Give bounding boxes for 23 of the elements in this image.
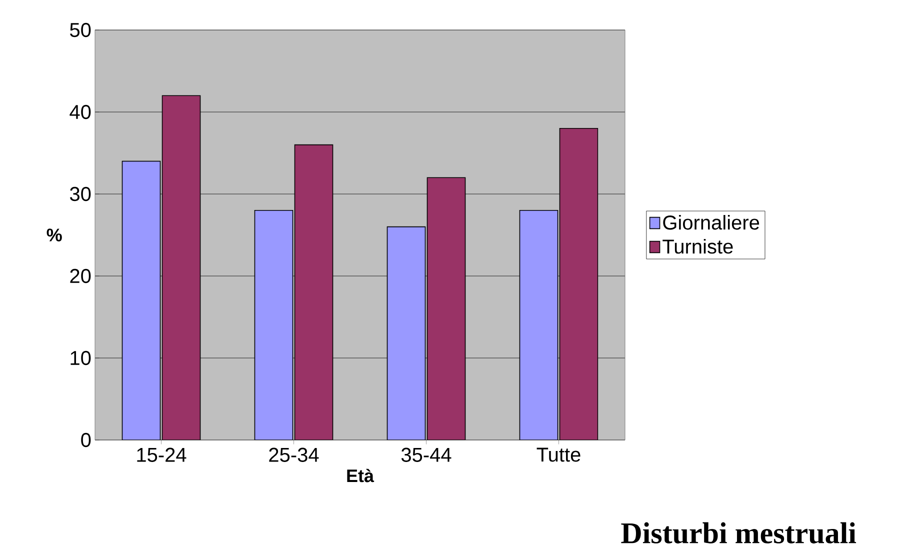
bar (559, 128, 598, 440)
bar (386, 226, 426, 440)
y-tick-label: 0 (81, 432, 91, 448)
bar (426, 177, 466, 440)
x-tick-label: 35-44 (401, 448, 452, 462)
bar (294, 144, 334, 440)
x-tick-label: 25-34 (269, 448, 319, 462)
legend-label: Turniste (662, 239, 733, 254)
legend-label: Giornaliere (663, 215, 760, 230)
x-axis-title: Età (347, 468, 374, 482)
bar (162, 95, 201, 440)
y-axis-title: % (46, 228, 62, 242)
y-tick-label: 30 (70, 186, 91, 202)
bar (254, 210, 294, 440)
y-tick-label: 40 (70, 104, 91, 120)
bar (122, 160, 161, 440)
y-tick-label: 20 (70, 268, 91, 284)
x-tick-label: 15-24 (137, 448, 186, 462)
y-tick-label: 50 (70, 22, 91, 38)
text: Disturbi mestruali (621, 522, 856, 544)
x-tick-label: Tutte (536, 448, 580, 462)
bar (519, 210, 558, 440)
y-tick-label: 10 (70, 350, 91, 366)
